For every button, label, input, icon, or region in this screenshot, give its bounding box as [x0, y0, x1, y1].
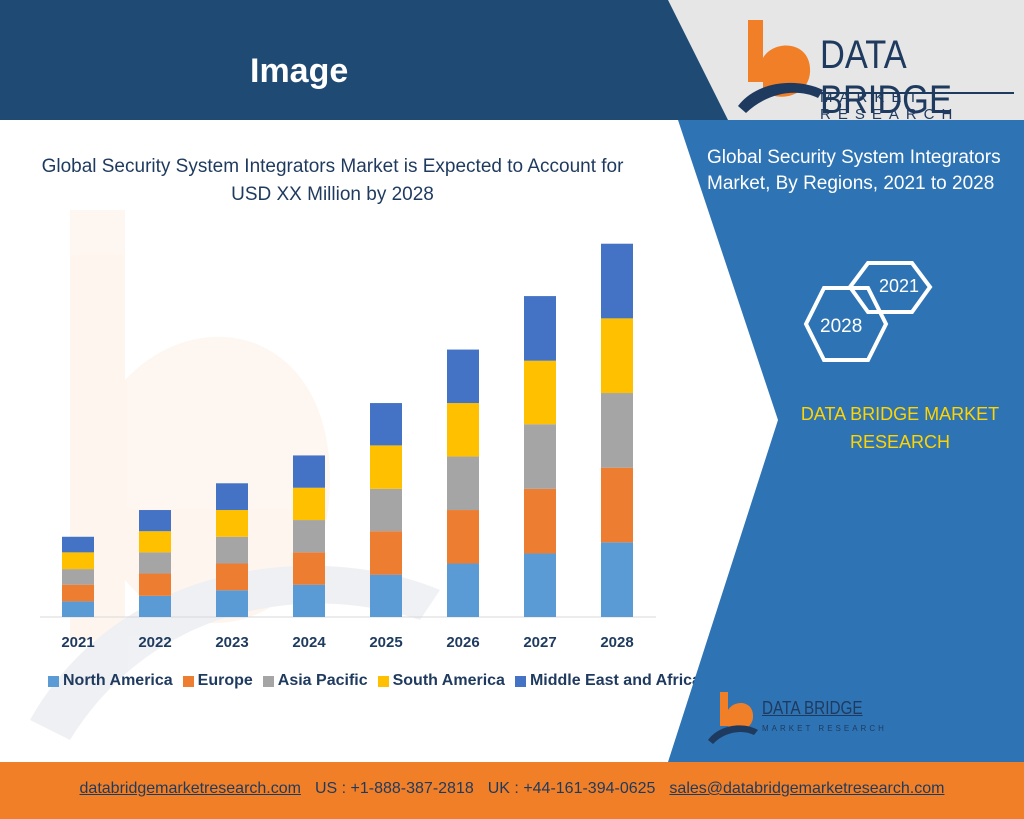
bar-2025-middle-east-and-africa [370, 403, 402, 446]
panel-logo-brand: DATA BRIDGE [762, 698, 863, 718]
bar-2022-europe [139, 573, 171, 596]
bar-2028-middle-east-and-africa [601, 243, 633, 319]
panel-logo-tagline: MARKET RESEARCH [762, 724, 887, 733]
bar-2023-south-america [216, 510, 248, 537]
bar-2023-north-america [216, 590, 248, 617]
legend-label: Asia Pacific [277, 672, 368, 689]
bar-2028-europe [601, 467, 633, 543]
panel-title: Global Security System Integrators Marke… [707, 147, 1001, 194]
chart-legend: North America Europe Asia Pacific South Ame… [48, 670, 701, 692]
bar-2021-europe [62, 584, 94, 602]
bar-2028-north-america [601, 542, 633, 617]
x-tick-label: 2027 [523, 634, 556, 651]
x-tick-label: 2024 [292, 634, 326, 651]
hexagon-2028-label: 2028 [820, 316, 863, 337]
bar-2027-asia-pacific [524, 424, 556, 489]
x-tick-label: 2023 [215, 634, 248, 651]
footer-uk-phone: UK : +44-161-394-0625 [487, 780, 656, 797]
data-bridge-logo [738, 20, 1014, 113]
legend-item: Europe [182, 672, 253, 690]
legend-swatch [377, 675, 389, 687]
panel-brand-text: DATA BRIDGE MARKET RESEARCH [800, 404, 1000, 452]
bar-2024-asia-pacific [293, 520, 325, 553]
legend-swatch [262, 675, 274, 687]
x-tick-label: 2025 [369, 634, 402, 651]
bar-2025-north-america [370, 574, 402, 617]
bar-2021-asia-pacific [62, 569, 94, 585]
header-title: Image [250, 52, 349, 90]
right-info-panel [668, 120, 1024, 762]
legend-swatch [182, 675, 194, 687]
bar-2027-north-america [524, 553, 556, 617]
bar-2027-middle-east-and-africa [524, 296, 556, 361]
hexagon-2028 [803, 286, 889, 362]
bar-2024-south-america [293, 487, 325, 521]
header-band [0, 0, 1024, 120]
legend-item: North America [48, 672, 173, 690]
legend-item: Asia Pacific [262, 672, 368, 690]
bar-2022-middle-east-and-africa [139, 510, 171, 532]
legend-label: Middle East and Africa [529, 672, 701, 689]
legend-swatch [48, 675, 59, 687]
bar-2028-asia-pacific [601, 393, 633, 468]
bar-2026-asia-pacific [447, 456, 479, 511]
chart-title: Global Security System Integrators Marke… [41, 156, 624, 205]
x-tick-label: 2021 [61, 634, 94, 651]
bar-2021-north-america [62, 601, 94, 617]
bar-2025-asia-pacific [370, 488, 402, 532]
bar-2023-europe [216, 563, 248, 591]
logo-brand-text: DATA BRIDGE [820, 33, 952, 122]
bar-2021-middle-east-and-africa [62, 536, 94, 553]
bar-2024-europe [293, 552, 325, 585]
bar-2026-north-america [447, 563, 479, 617]
bar-2021-south-america [62, 552, 94, 570]
bar-2023-asia-pacific [216, 536, 248, 564]
footer-contacts: databridgemarketresearch.com US : +1-888… [0, 780, 1024, 798]
bar-2024-north-america [293, 584, 325, 617]
bar-2026-europe [447, 510, 479, 564]
bar-2027-south-america [524, 360, 556, 425]
x-tick-label: 2028 [600, 634, 633, 651]
footer-website-link[interactable]: databridgemarketresearch.com [79, 780, 301, 797]
legend-swatch [514, 675, 526, 687]
bar-2027-europe [524, 488, 556, 554]
bar-2022-asia-pacific [139, 552, 171, 574]
legend-label: South America [392, 672, 505, 689]
panel-logo-icon [708, 692, 758, 744]
footer-bar [0, 762, 1024, 819]
x-tick-label: 2022 [138, 634, 171, 651]
logo-tagline-text: MARKET RESEARCH [820, 89, 960, 123]
legend-item: Middle East and Africa [514, 672, 701, 690]
x-tick-label: 2026 [446, 634, 479, 651]
footer-us-phone: US : +1-888-387-2818 [314, 780, 474, 797]
legend-label: North America [63, 672, 173, 689]
bar-2025-south-america [370, 445, 402, 489]
footer-email-link[interactable]: sales@databridgemarketresearch.com [669, 780, 945, 797]
bar-2026-middle-east-and-africa [447, 349, 479, 404]
hexagon-2021-label: 2021 [879, 276, 920, 296]
legend-label: Europe [197, 672, 253, 689]
bar-2024-middle-east-and-africa [293, 455, 325, 488]
legend-item: South America [377, 672, 505, 690]
bar-2026-south-america [447, 403, 479, 457]
bar-2022-south-america [139, 531, 171, 553]
bar-2025-europe [370, 531, 402, 575]
bar-2022-north-america [139, 595, 171, 617]
stacked-bar-chart: 2021 2022 2023 2024 2025 2026 2027 2028 [30, 210, 656, 740]
bar-2023-middle-east-and-africa [216, 483, 248, 511]
bar-2028-south-america [601, 318, 633, 394]
